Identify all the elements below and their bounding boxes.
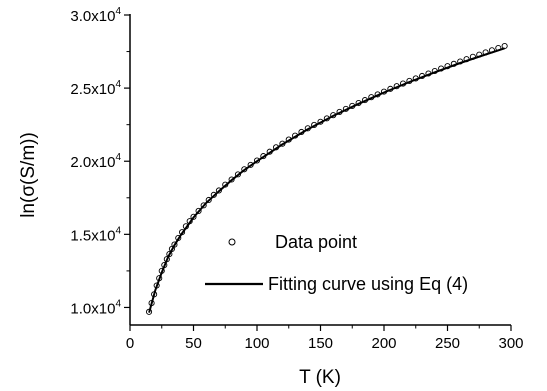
- legend-label-fitting-curve: Fitting curve using Eq (4): [268, 274, 468, 294]
- legend: Data point Fitting curve using Eq (4): [205, 232, 468, 294]
- axis-ticks: [124, 14, 512, 331]
- data-point: [228, 176, 235, 183]
- y-axis-title: ln(σ(S/m)): [18, 132, 39, 218]
- y-tick-label: 1.5x104: [70, 225, 121, 244]
- tick-labels: 0 50 100 150 200 250 300 1.0x104 1.5x104 2.0x104 2…: [70, 6, 523, 352]
- x-tick-label: 0: [126, 335, 134, 352]
- fitting-curve-series: [148, 47, 505, 313]
- y-tick-label: 2.0x104: [70, 152, 121, 171]
- y-tick-label: 2.5x104: [70, 79, 121, 98]
- y-tick-label: 1.0x104: [70, 298, 121, 317]
- y-tick-label: 3.0x104: [70, 6, 121, 25]
- x-tick-label: 200: [371, 335, 396, 352]
- data-point: [195, 207, 202, 214]
- fitting-curve-line: [148, 47, 505, 313]
- data-point: [205, 196, 212, 204]
- data-point: [215, 187, 222, 194]
- data-point: [190, 213, 197, 220]
- x-tick-label: 50: [185, 335, 202, 352]
- x-tick-label: 100: [244, 335, 269, 352]
- legend-marker-data-point: [228, 238, 236, 246]
- data-point: [200, 202, 207, 209]
- x-axis-title: T (K): [299, 367, 341, 388]
- data-point: [501, 42, 508, 50]
- data-point: [234, 171, 241, 178]
- x-tick-label: 300: [498, 335, 523, 352]
- x-tick-label: 150: [308, 335, 333, 352]
- x-tick-label: 250: [435, 335, 460, 352]
- legend-label-data-point: Data point: [275, 232, 357, 252]
- data-point: [210, 191, 217, 198]
